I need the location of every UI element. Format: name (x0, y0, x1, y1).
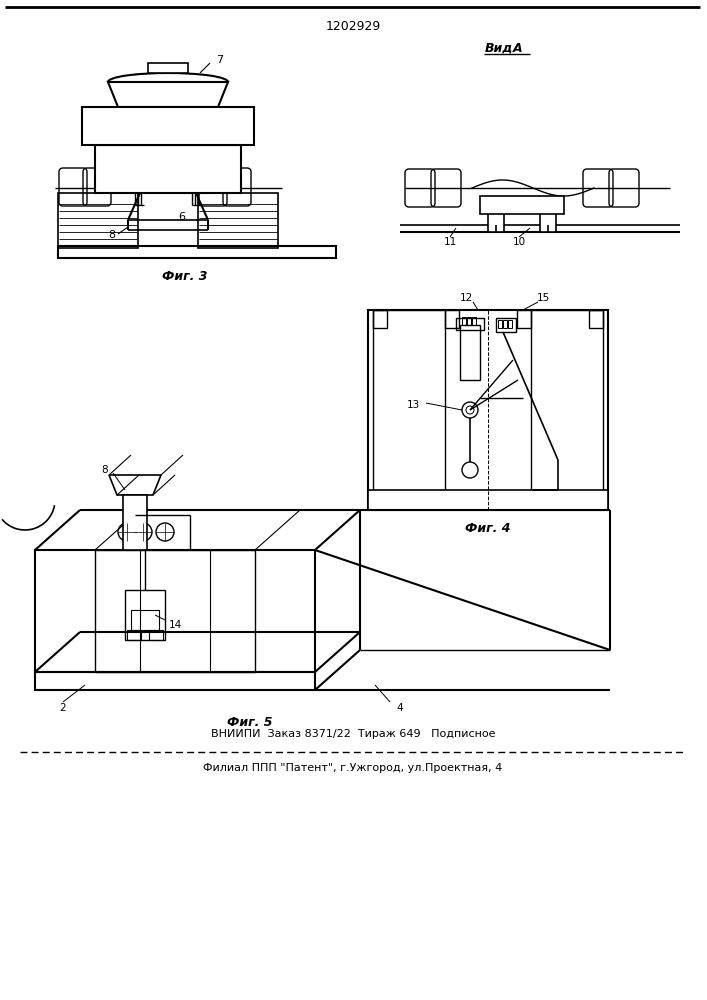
Bar (445, 310, 459, 328)
Bar (95, 550, 255, 672)
Bar (503, 320, 507, 328)
Text: 12: 12 (460, 293, 472, 303)
Polygon shape (109, 475, 161, 495)
Text: Вид: Вид (485, 41, 513, 54)
Text: 13: 13 (407, 400, 420, 410)
Bar (517, 310, 531, 328)
Bar (58, 246, 336, 258)
Text: Фиг. 4: Фиг. 4 (465, 522, 510, 534)
Bar (488, 197, 504, 232)
Bar (368, 490, 608, 510)
Bar (467, 317, 471, 325)
Polygon shape (108, 82, 228, 107)
Bar (125, 590, 165, 640)
Bar (496, 318, 516, 332)
Bar (589, 310, 603, 328)
Text: 1202929: 1202929 (325, 20, 380, 33)
Bar (123, 495, 147, 550)
Bar (480, 196, 564, 214)
Bar (373, 310, 387, 328)
Bar (82, 107, 254, 145)
Bar (149, 630, 163, 640)
Bar (373, 310, 445, 492)
Bar (472, 317, 476, 325)
Bar (508, 320, 512, 328)
Text: Фиг. 5: Фиг. 5 (227, 716, 273, 728)
Bar (368, 310, 608, 510)
Text: 11: 11 (443, 237, 457, 247)
Text: 4: 4 (397, 703, 403, 713)
Text: 14: 14 (168, 620, 182, 630)
Text: 2: 2 (59, 703, 66, 713)
Bar (540, 197, 556, 232)
Bar (58, 193, 138, 248)
Text: ВНИИПИ  Заказ 8371/22  Тираж 649   Подписное: ВНИИПИ Заказ 8371/22 Тираж 649 Подписное (211, 729, 495, 739)
Text: 6: 6 (178, 212, 185, 222)
Text: 15: 15 (537, 293, 549, 303)
Bar (127, 630, 141, 640)
Text: Филиал ППП "Патент", г.Ужгород, ул.Проектная, 4: Филиал ППП "Патент", г.Ужгород, ул.Проек… (204, 763, 503, 773)
Text: 7: 7 (216, 55, 223, 65)
Text: 10: 10 (513, 237, 525, 247)
Bar (531, 310, 603, 492)
Bar (498, 320, 502, 328)
Text: 8: 8 (108, 230, 115, 240)
Text: А: А (513, 41, 522, 54)
Bar (35, 550, 315, 672)
Bar (35, 672, 315, 690)
Bar (148, 63, 188, 73)
Bar (95, 145, 241, 193)
Bar (460, 325, 480, 380)
Bar (198, 193, 278, 248)
Text: 8: 8 (102, 465, 108, 475)
Bar (462, 317, 466, 325)
Text: Фиг. 3: Фиг. 3 (162, 270, 208, 284)
Bar (456, 318, 484, 330)
Bar (131, 610, 159, 630)
